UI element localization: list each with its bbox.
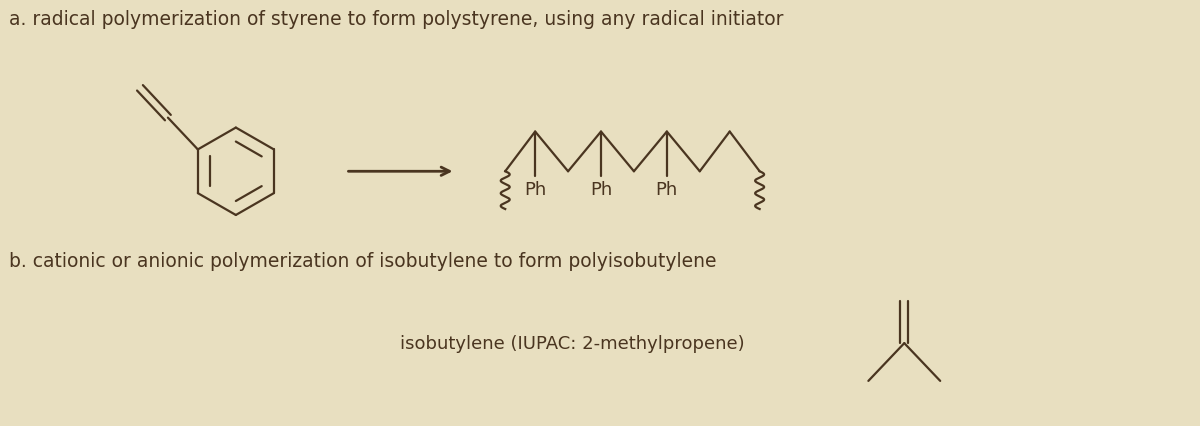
Text: isobutylene (IUPAC: 2-methylpropene): isobutylene (IUPAC: 2-methylpropene) — [401, 334, 745, 352]
Text: a. radical polymerization of styrene to form polystyrene, using any radical init: a. radical polymerization of styrene to … — [10, 10, 784, 29]
Text: Ph: Ph — [524, 181, 546, 199]
Text: b. cationic or anionic polymerization of isobutylene to form polyisobutylene: b. cationic or anionic polymerization of… — [10, 251, 716, 270]
Text: Ph: Ph — [655, 181, 678, 199]
Text: Ph: Ph — [590, 181, 612, 199]
